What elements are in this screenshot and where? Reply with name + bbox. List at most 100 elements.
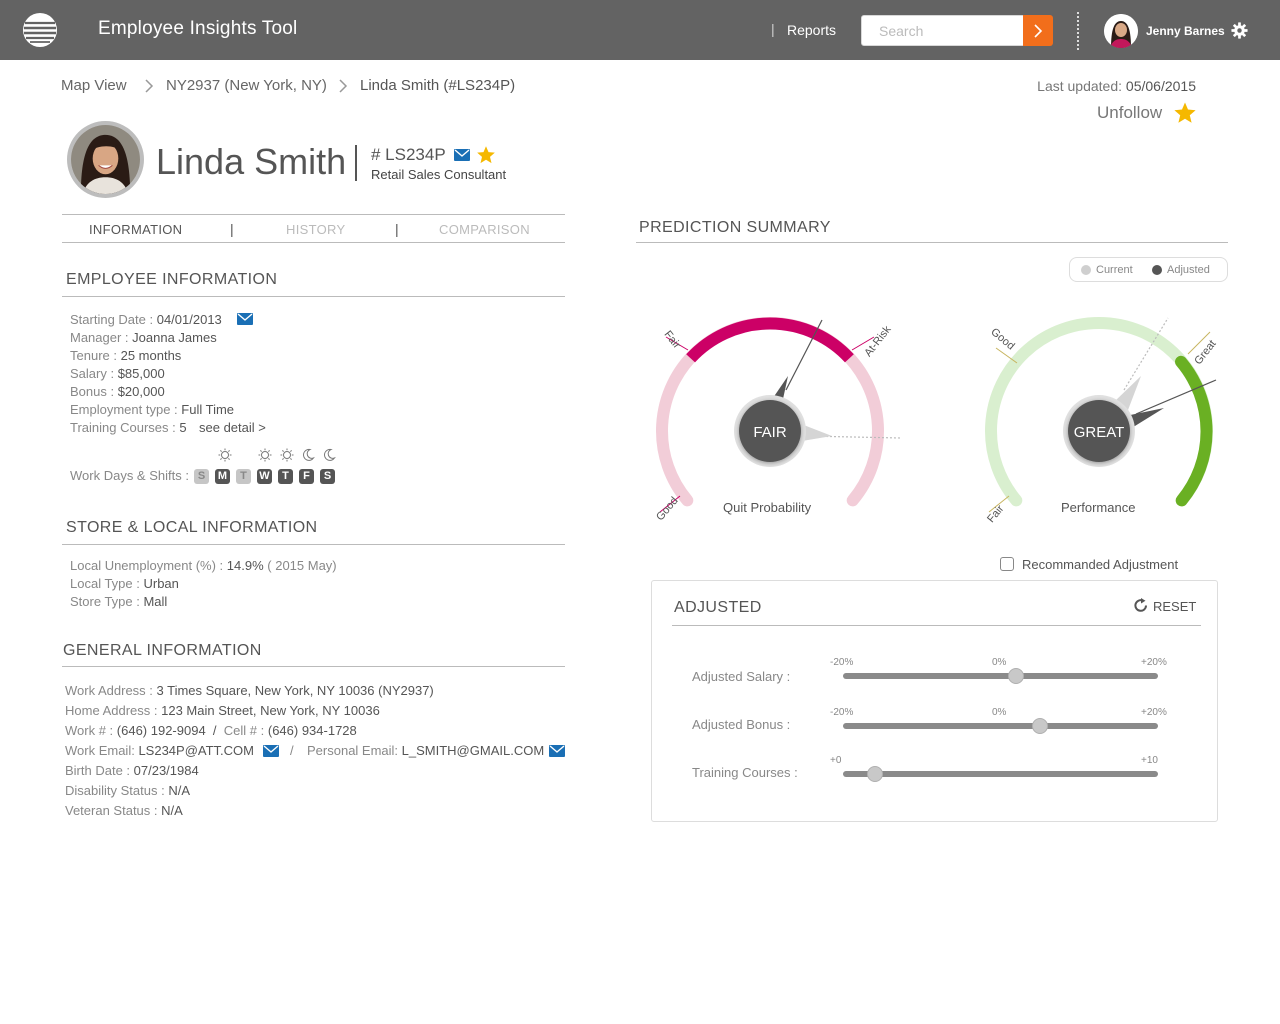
quit-gauge-hub: [739, 400, 801, 462]
training-courses-thumb[interactable]: [866, 766, 883, 782]
recommended-adjustment-label[interactable]: Recommanded Adjustment: [1022, 557, 1179, 572]
performance-zone-great-label: Great: [1192, 338, 1218, 367]
legend-adjusted-dot: [1152, 265, 1162, 275]
performance-current-pointer: [1114, 376, 1141, 410]
prediction-summary-title: PREDICTION SUMMARY: [639, 219, 831, 236]
section-divider: [636, 242, 1228, 243]
phone-row: Work # : (646) 192-9094 / Cell # : (646)…: [65, 723, 357, 738]
search-button[interactable]: [1023, 15, 1053, 46]
name-separator: [355, 145, 357, 181]
tab-separator: |: [395, 221, 399, 237]
tab-comparison[interactable]: COMPARISON: [439, 222, 530, 237]
sun-icon: [280, 448, 294, 462]
performance-gauge-active-arc: [1175, 355, 1213, 507]
breadcrumb-map-view[interactable]: Map View: [61, 77, 127, 94]
performance-adjusted-needle: [1135, 379, 1217, 415]
gear-icon[interactable]: [1231, 22, 1248, 39]
att-logo-icon[interactable]: [22, 12, 58, 48]
search-input[interactable]: [861, 15, 1024, 46]
manager-row: Manager : Joanna James: [70, 330, 217, 345]
adjusted-bonus-slider[interactable]: [843, 718, 1158, 734]
performance-zone-good-tick: [995, 347, 1018, 364]
mail-icon[interactable]: [263, 745, 279, 757]
last-updated-date: 05/06/2015: [1125, 78, 1196, 94]
gauge-legend: Current Adjusted: [1069, 257, 1228, 282]
section-divider: [62, 666, 565, 667]
recommended-adjustment-checkbox[interactable]: [1000, 557, 1014, 571]
tabs-top-line: [62, 214, 565, 215]
performance-gauge-value: GREAT: [1074, 424, 1125, 441]
day-friday: F: [299, 469, 314, 484]
work-address-row: Work Address : 3 Times Square, New York,…: [65, 683, 434, 698]
performance-zone-great-tick: [1187, 331, 1211, 355]
birth-date-row: Birth Date : 07/23/1984: [65, 763, 199, 778]
bonus-tick-max: +20%: [1141, 707, 1167, 718]
training-courses-label: Training Courses :: [692, 765, 798, 780]
salary-tick-max: +20%: [1141, 657, 1167, 668]
training-courses-slider[interactable]: [843, 766, 1158, 782]
adjusted-title: ADJUSTED: [674, 599, 762, 616]
bonus-row: Bonus : $20,000: [70, 384, 165, 399]
email-separator: /: [290, 743, 294, 758]
mail-icon[interactable]: [549, 745, 565, 757]
performance-zone-fair-label: Fair: [985, 503, 1007, 525]
quit-zone-atrisk-tick: [851, 336, 875, 351]
user-avatar[interactable]: [1104, 14, 1138, 48]
home-address-row: Home Address : 123 Main Street, New York…: [65, 703, 380, 718]
quit-probability-gauge: Good Fair At-Risk FAIR: [654, 317, 901, 523]
user-name[interactable]: Jenny Barnes: [1146, 24, 1225, 38]
work-email-row: Work Email: LS234P@ATT.COM: [65, 743, 254, 758]
quit-gauge-value: FAIR: [753, 424, 787, 441]
legend-adjusted-label: Adjusted: [1167, 264, 1210, 276]
star-icon[interactable]: [476, 145, 496, 165]
tab-history[interactable]: HISTORY: [286, 222, 346, 237]
salary-tick-mid: 0%: [992, 657, 1007, 668]
breadcrumb-employee: Linda Smith (#LS234P): [360, 77, 516, 94]
local-type-row: Local Type : Urban: [70, 576, 179, 591]
day-saturday: S: [320, 469, 335, 484]
tab-information[interactable]: INFORMATION: [89, 222, 183, 237]
star-icon[interactable]: [1173, 101, 1197, 125]
quit-probability-label: Quit Probability: [723, 500, 812, 515]
general-info-title: GENERAL INFORMATION: [63, 642, 262, 659]
chevron-right-icon: [1034, 23, 1043, 38]
performance-zone-fair-tick: [988, 495, 1010, 513]
training-tick-max: +10: [1141, 755, 1158, 766]
training-tick-min: +0: [830, 755, 842, 766]
unfollow-button[interactable]: Unfollow: [1097, 103, 1163, 122]
legend-current-label: Current: [1096, 264, 1133, 276]
reset-button[interactable]: RESET: [1133, 598, 1196, 614]
bonus-tick-min: -20%: [830, 707, 854, 718]
employment-type-row: Employment type : Full Time: [70, 402, 235, 417]
moon-icon: [323, 448, 336, 461]
nav-separator: |: [771, 21, 775, 37]
prediction-gauges: Good Fair At-Risk FAIR Fair Good Great G…: [654, 317, 1219, 525]
adjusted-divider: [672, 625, 1201, 626]
personal-email-row: Personal Email: L_SMITH@GMAIL.COM: [307, 743, 545, 758]
adjusted-salary-slider[interactable]: [843, 668, 1158, 684]
see-detail-link[interactable]: see detail >: [199, 420, 266, 435]
employee-role: Retail Sales Consultant: [371, 167, 507, 182]
work-days-label: Work Days & Shifts :: [70, 468, 189, 483]
nav-reports-link[interactable]: Reports: [787, 22, 837, 38]
options-menu-dots-icon[interactable]: [1077, 12, 1079, 50]
disability-row: Disability Status : N/A: [65, 783, 190, 798]
mail-icon[interactable]: [237, 313, 253, 325]
reset-icon: [1134, 598, 1147, 612]
tabs-bottom-line: [62, 242, 565, 243]
performance-gauge: Fair Good Great GREAT: [985, 317, 1219, 525]
bonus-tick-mid: 0%: [992, 707, 1007, 718]
mail-icon[interactable]: [454, 149, 470, 161]
adjusted-salary-thumb[interactable]: [1008, 668, 1025, 684]
app-title: Employee Insights Tool: [98, 18, 298, 39]
adjusted-salary-label: Adjusted Salary :: [692, 669, 791, 684]
adjusted-bonus-thumb[interactable]: [1031, 718, 1048, 734]
quit-zone-good-tick: [659, 495, 681, 513]
moon-icon: [302, 448, 315, 461]
breadcrumb-store[interactable]: NY2937 (New York, NY): [166, 77, 327, 94]
quit-gauge-active-arc: [686, 317, 854, 363]
store-info-title: STORE & LOCAL INFORMATION: [66, 519, 318, 536]
performance-label: Performance: [1061, 500, 1136, 515]
sun-icon: [258, 448, 272, 462]
top-bar: Employee Insights Tool | Reports Jenny B…: [0, 0, 1280, 60]
